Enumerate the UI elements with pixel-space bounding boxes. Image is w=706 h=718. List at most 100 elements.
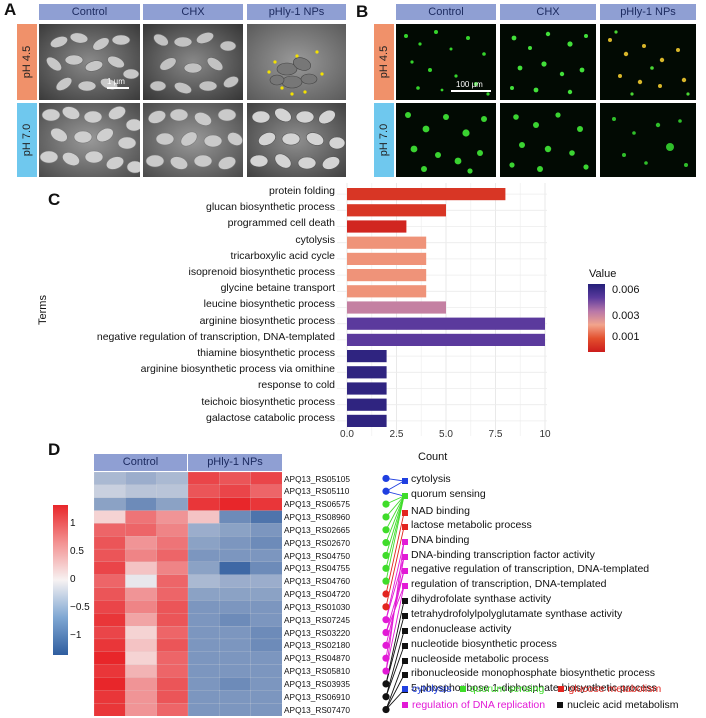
term-label: arginine biosynthetic process via omithi… [140,363,335,376]
bar [347,382,387,395]
heatmap-cell [187,523,220,537]
heatmap-cell [94,484,126,499]
x-tick-label: 10 [539,429,551,438]
heatmap-cell [125,510,158,524]
heatmap-cell [250,690,282,704]
heatmap-cell [156,472,189,486]
legend-square-green [459,686,466,692]
heatmap-cell [156,664,189,678]
bar [347,398,387,411]
link-line [385,660,405,710]
term-label: programmed cell death [227,217,335,230]
heatmap-colorbar-tick-0: 1 [70,518,76,529]
heatmap-cell [219,497,252,511]
heatmap-cell [219,561,252,576]
gene-dot [382,539,390,547]
gene-dot [382,577,390,585]
bar [347,285,427,298]
heatmap-cell [125,651,158,666]
heatmap-cell [187,613,220,627]
heatmap-cell [187,484,220,499]
link-line [385,541,405,672]
panel-a-col-header-chx: CHX [143,4,243,20]
annotation-term: dihydrofolate synthase activity [411,593,552,605]
heatmap-cell [125,600,158,614]
link-line [385,495,405,518]
colorbar-title: Value [589,268,617,280]
annotation-marker [402,554,408,560]
gene-label: APQ13_RS04760 [284,576,350,587]
heatmap-cell [250,497,282,511]
heatmap-cell [250,651,282,666]
panel-d-label: D [48,440,61,459]
heatmap-cell [187,703,220,716]
term-label: tricarboxylic acid cycle [230,249,335,262]
link-line [385,689,405,710]
heatmap-cell [250,626,282,640]
heatmap-cell [187,651,220,666]
panel-c-label: C [48,190,61,209]
scale-bar-b-text: 100 µm [456,80,483,89]
heatmap-cell [125,587,158,601]
heatmap [94,472,282,716]
x-tick-label: 2.5 [390,429,404,438]
heatmap-cell [94,690,126,704]
heatmap-cell [219,600,252,614]
scale-bar-a [107,87,129,89]
gene-label: APQ13_RS02180 [284,640,350,651]
bar [347,414,387,427]
heatmap-cell [156,497,189,511]
x-tick-label: 0.0 [340,429,354,438]
legend-glucose-metabolism: glucose metabolism [568,683,662,695]
bar [347,350,387,363]
heatmap-cell [250,574,282,588]
heatmap-cell [250,613,282,627]
x-axis-title: Count [418,451,448,463]
gene-dot [382,590,390,598]
gene-dot [382,513,390,521]
link-line [385,645,405,697]
heatmap-cell [156,536,189,550]
bar [347,236,427,249]
sem-image-control-ph70 [39,103,140,177]
gene-label: APQ13_RS05110 [284,486,350,497]
heatmap-cell [250,677,282,691]
bar [347,220,407,233]
heatmap-cell [187,548,220,563]
legend-square-black [557,702,564,708]
heatmap-cell [187,638,220,653]
annotation-term: quorum sensing [411,488,486,500]
gene-label: APQ13_RS03935 [284,678,350,689]
gene-term-links [382,474,405,714]
annotation-term: ribonucleoside monophosphate biosyntheti… [411,667,655,679]
term-label: arginine biosynthetic process [199,314,335,327]
heatmap-cell [125,561,158,576]
gene-label: APQ13_RS08960 [284,512,350,523]
annotation-term: negative regulation of transcription, DN… [411,563,650,575]
heatmap-cell [250,703,282,716]
heatmap-cell [156,613,189,627]
heatmap-cell [94,497,126,511]
x-tick-label: 5.0 [439,429,453,438]
heatmap-cell [156,703,189,716]
heatmap-cell [250,510,282,524]
annotation-term: DNA-binding transcription factor activit… [411,549,595,561]
gene-dot [382,667,390,675]
term-label: thiamine biosynthetic process [197,347,335,359]
gene-dot [382,628,390,637]
term-label: cytolysis [295,233,335,246]
panel-b-row-label-ph70: pH 7.0 [374,103,394,177]
bar [347,301,446,314]
annotation-term: NAD binding [411,505,470,517]
heatmap-cell [125,484,158,499]
bar [347,317,545,330]
heatmap-cell [125,536,158,550]
annotation-term: DNA binding [411,534,470,546]
heatmap-cell [94,536,126,550]
gene-label: APQ13_RS04870 [284,653,350,664]
heatmap-cell [219,548,252,563]
heatmap-cell [94,574,126,588]
heatmap-cell [156,587,189,601]
heatmap-cell [250,638,282,653]
heatmap-cell [250,548,282,563]
